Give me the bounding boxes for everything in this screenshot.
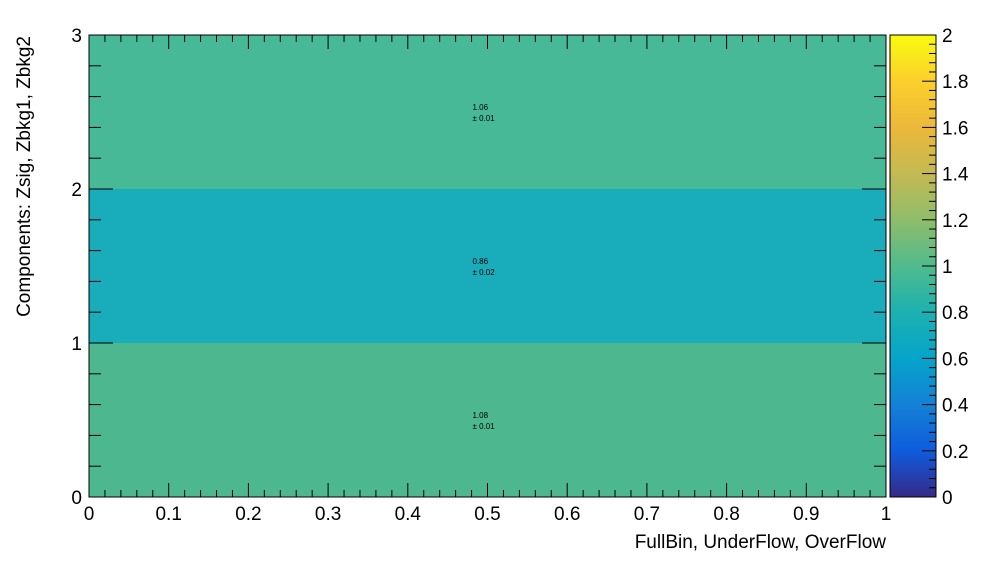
y-axis: 0 1 2 3: [71, 26, 886, 509]
y-tick-label: 1: [71, 334, 82, 355]
x-tick-label: 0.7: [634, 504, 660, 525]
x-tick-label: 0.9: [793, 504, 819, 525]
x-axis-title: FullBin, UnderFlow, OverFlow: [635, 532, 887, 553]
z-tick-label: 0.2: [942, 442, 968, 463]
x-tick-label: 0.4: [395, 504, 422, 525]
y-tick-label: 2: [71, 180, 82, 201]
heatmap-cells: 1.08 ± 0.01 0.86 ± 0.02 1.06 ± 0.01: [89, 35, 886, 497]
y-tick-label: 0: [71, 488, 82, 509]
z-tick-label: 1.2: [942, 211, 968, 232]
z-tick-label: 0.4: [942, 396, 969, 417]
color-scale-axis: 0 0.2 0.4 0.6 0.8 1 1.2 1.4 1.6 1.8 2: [922, 26, 969, 509]
z-tick-label: 0.8: [942, 303, 968, 324]
x-tick-label: 0.2: [235, 504, 261, 525]
y-tick-label: 3: [71, 26, 82, 47]
z-tick-label: 2: [942, 26, 953, 47]
cell-value-label: 0.86: [473, 257, 489, 266]
cell-error-label: ± 0.01: [473, 422, 496, 431]
z-tick-label: 1.8: [942, 72, 968, 93]
x-tick-label: 0.1: [155, 504, 181, 525]
z-tick-label: 1: [942, 257, 953, 278]
z-tick-label: 0.6: [942, 349, 968, 370]
y-axis-title: Components: Zsig, Zbkg1, Zbkg2: [14, 36, 35, 317]
x-axis: 0 0.1 0.2 0.3 0.4 0.5 0.6 0.7 0.8 0.9 1: [84, 35, 892, 525]
heatmap-cell: [89, 343, 886, 497]
cell-value-label: 1.08: [473, 411, 489, 420]
z-tick-label: 1.4: [942, 165, 969, 186]
cell-error-label: ± 0.01: [473, 114, 496, 123]
cell-error-label: ± 0.02: [473, 268, 496, 277]
x-tick-label: 0: [84, 504, 95, 525]
heatmap-cell: [89, 189, 886, 343]
x-tick-label: 0.5: [474, 504, 500, 525]
x-tick-label: 1: [881, 504, 892, 525]
cell-value-label: 1.06: [473, 103, 489, 112]
x-tick-label: 0.3: [315, 504, 341, 525]
z-tick-label: 1.6: [942, 118, 968, 139]
heatmap-cell: [89, 35, 886, 189]
x-tick-label: 0.8: [713, 504, 739, 525]
z-tick-label: 0: [942, 488, 953, 509]
x-tick-label: 0.6: [554, 504, 580, 525]
